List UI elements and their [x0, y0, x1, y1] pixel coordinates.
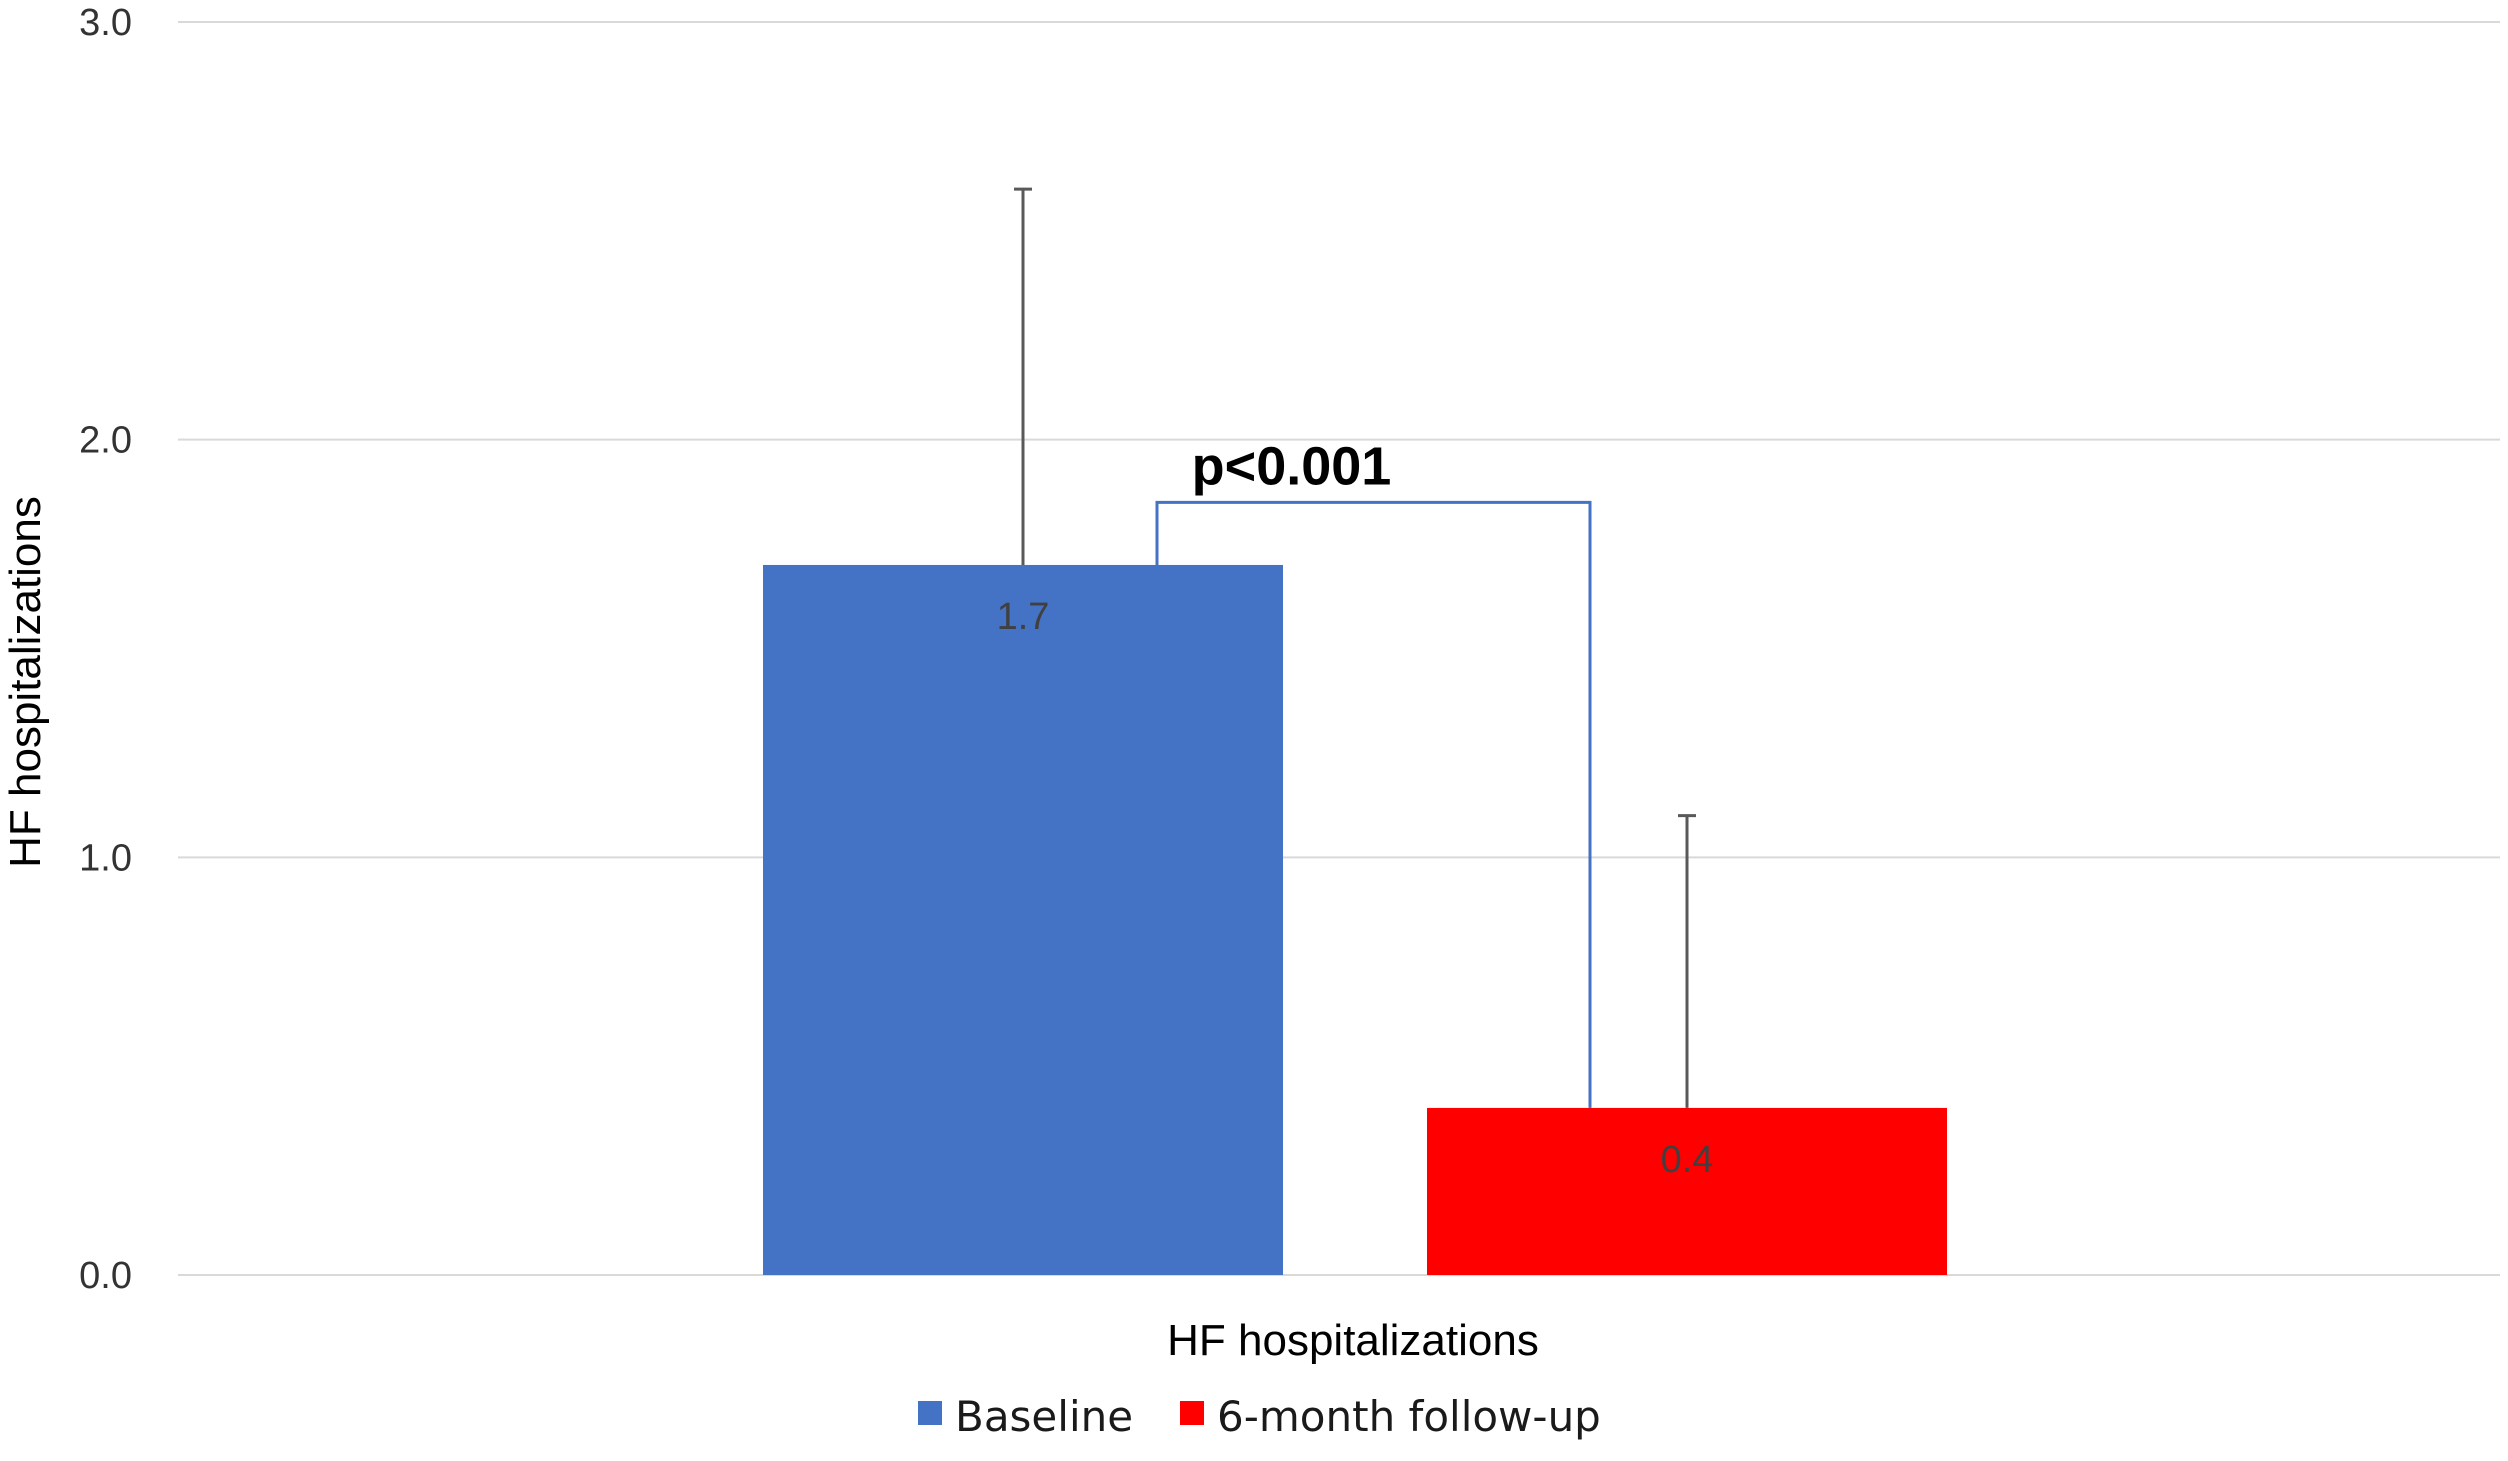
y-tick-label-1: 1.0	[79, 837, 132, 879]
bracket-line	[1155, 500, 1592, 1108]
data-labels: 1.7 0.4	[997, 596, 1714, 1181]
legend: Baseline 6-month follow-up	[918, 1392, 1601, 1441]
y-tick-label-0: 0.0	[79, 1255, 132, 1297]
bar-0	[763, 564, 1283, 1275]
error-bars	[1014, 187, 1696, 1108]
significance-bracket	[1155, 500, 1592, 1108]
bar-1	[1427, 1107, 1947, 1275]
data-label-1: 0.4	[1661, 1139, 1714, 1181]
p-value-annotation: p<0.001	[1192, 436, 1392, 496]
y-tick-label-2: 2.0	[79, 420, 132, 462]
y-tick-label-3: 3.0	[79, 2, 132, 44]
y-axis-label: HF hospitalizations	[1, 496, 50, 868]
legend-label-0: Baseline	[955, 1392, 1133, 1441]
x-category-label: HF hospitalizations	[1167, 1316, 1539, 1365]
legend-label-1: 6-month follow-up	[1217, 1392, 1601, 1441]
data-label-0: 1.7	[997, 596, 1050, 638]
bars	[763, 564, 1947, 1275]
legend-swatch-0	[918, 1401, 942, 1425]
y-axis-ticks: 0.0 1.0 2.0 3.0	[79, 2, 132, 1297]
legend-swatch-1	[1180, 1401, 1204, 1425]
gridlines	[178, 21, 2500, 1276]
